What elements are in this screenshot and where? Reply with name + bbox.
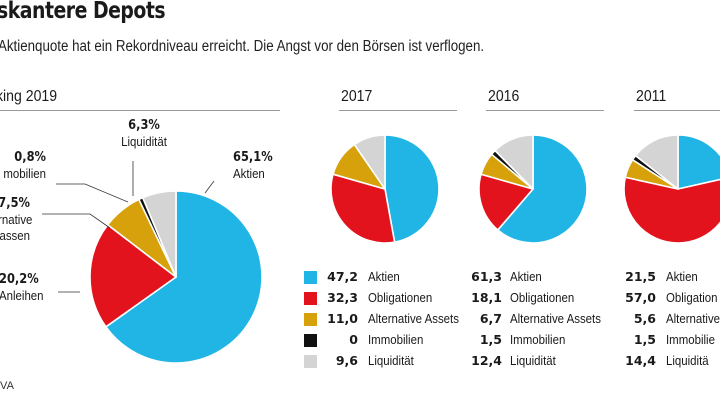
legend-row: 14,4 Liquiditä bbox=[622, 353, 720, 373]
legend-row: 1,5 Immobilie bbox=[622, 332, 720, 352]
label-2019-aktien: 65,1% Aktien bbox=[233, 150, 273, 181]
legend-row: 32,3 Obligationen bbox=[300, 290, 460, 310]
legend-label: Obligationen bbox=[368, 290, 433, 305]
legend-value: 12,4 bbox=[471, 353, 502, 368]
pie-slice-liquiditaet bbox=[634, 134, 679, 190]
legend-value: 6,7 bbox=[479, 311, 502, 326]
legend-value: 5,6 bbox=[633, 311, 656, 326]
legend-value: 57,0 bbox=[625, 290, 656, 305]
legend-label: Aktien bbox=[368, 269, 400, 284]
legend-row: 18,1 Obligationen bbox=[466, 290, 616, 310]
legend-row: 5,6 Alternative bbox=[622, 311, 720, 331]
pie-2011 bbox=[623, 134, 720, 244]
swatch-obligationen bbox=[304, 292, 317, 305]
legend-label: Liquidität bbox=[510, 353, 556, 368]
title-2016: 2016 bbox=[488, 88, 520, 105]
pie-slice-obligationen bbox=[89, 223, 177, 328]
legend-value: 0 bbox=[349, 332, 358, 347]
legend-value: 18,1 bbox=[471, 290, 502, 305]
legend-label: Obligation bbox=[666, 290, 718, 305]
legend-row: 61,3 Aktien bbox=[466, 269, 616, 289]
source-note: IVA bbox=[0, 380, 14, 392]
swatch-immobilien bbox=[304, 334, 317, 347]
label-2019-obligationen: 20,2% Anleihen bbox=[0, 272, 44, 303]
legend-value: 47,2 bbox=[327, 269, 358, 284]
legend-row: 12,4 Liquidität bbox=[466, 353, 616, 373]
leader-line bbox=[42, 213, 111, 229]
legend-label: Alternative Assets bbox=[368, 311, 459, 326]
legend-label: Alternative Assets bbox=[510, 311, 601, 326]
pie-slice-obligationen bbox=[478, 173, 534, 231]
title-2011: 2011 bbox=[636, 88, 667, 105]
pie-king-2019 bbox=[89, 190, 263, 364]
legend-value: 11,0 bbox=[327, 311, 358, 326]
legend-label: Immobilie bbox=[666, 332, 715, 347]
legend-value: 32,3 bbox=[327, 290, 358, 305]
legend-value: 1,5 bbox=[633, 332, 656, 347]
pie-slice-obligationen bbox=[330, 173, 396, 244]
swatch-alternative bbox=[304, 313, 317, 326]
legend-value: 21,5 bbox=[625, 269, 656, 284]
title-2011-rule bbox=[634, 110, 720, 111]
title-2017: 2017 bbox=[341, 88, 373, 105]
pie-slice-aktien bbox=[497, 134, 588, 244]
label-2019-immobilien: 0,8% mobilien bbox=[3, 150, 46, 181]
legend-value: 14,4 bbox=[625, 353, 656, 368]
pie-slice-liquiditaet bbox=[494, 134, 534, 190]
legend-label: Obligationen bbox=[510, 290, 575, 305]
legend-row: 9,6 Liquidität bbox=[300, 353, 460, 373]
legend-value: 61,3 bbox=[471, 269, 502, 284]
subline: Aktienquote hat ein Rekordniveau erreich… bbox=[0, 38, 485, 55]
legend-label: Aktien bbox=[666, 269, 698, 284]
swatch-liquiditaet bbox=[304, 355, 317, 368]
pie-2017 bbox=[330, 134, 440, 244]
legend-row: 47,2 Aktien bbox=[300, 269, 460, 289]
legend-row: 57,0 Obligation bbox=[622, 290, 720, 310]
legend-value: 1,5 bbox=[479, 332, 502, 347]
pie-slice-aktien bbox=[677, 134, 720, 190]
label-2019-liquiditaet: 6,3% Liquidität bbox=[121, 118, 167, 149]
legend-row: 1,5 Immobilien bbox=[466, 332, 616, 352]
label-2019-alternative: 7,5% lternative tklassen bbox=[0, 196, 33, 243]
legend-row: 11,0 Alternative Assets bbox=[300, 311, 460, 331]
pie-slice-aktien bbox=[384, 134, 440, 243]
pie-slice-aktien bbox=[105, 190, 263, 364]
legend-label: Liquidität bbox=[368, 353, 414, 368]
legend-label: Alternative bbox=[666, 311, 720, 326]
pie-slice-obligationen bbox=[623, 176, 720, 244]
title-2019: king 2019 bbox=[0, 88, 58, 105]
pie-slice-liquiditaet bbox=[353, 134, 386, 190]
legend-value: 9,6 bbox=[335, 353, 358, 368]
legend-row: 6,7 Alternative Assets bbox=[466, 311, 616, 331]
legend-row: 21,5 Aktien bbox=[622, 269, 720, 289]
headline: skantere Depots bbox=[0, 0, 166, 24]
pie-2016 bbox=[478, 134, 588, 244]
title-2017-rule bbox=[339, 110, 457, 111]
legend-label: Immobilien bbox=[510, 332, 566, 347]
legend-row: 0 Immobilien bbox=[300, 332, 460, 352]
legend-label: Immobilien bbox=[368, 332, 424, 347]
legend-label: Liquiditä bbox=[666, 353, 709, 368]
swatch-aktien bbox=[304, 271, 317, 284]
leader-line bbox=[56, 183, 129, 203]
leader-line bbox=[204, 180, 215, 194]
legend-label: Aktien bbox=[510, 269, 542, 284]
title-2019-rule bbox=[0, 110, 280, 111]
pie-slice-liquiditaet bbox=[142, 190, 177, 278]
title-2016-rule bbox=[486, 110, 604, 111]
